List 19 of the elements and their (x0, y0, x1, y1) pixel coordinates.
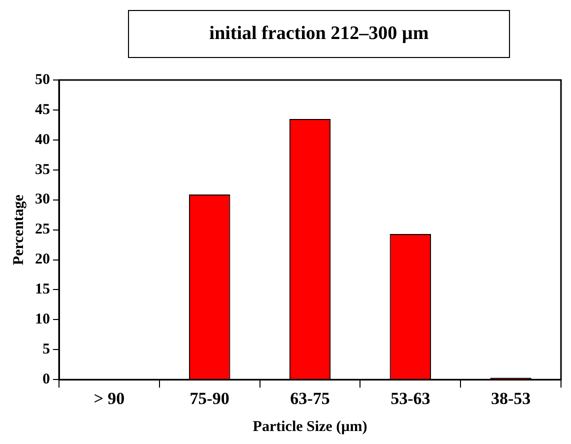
y-tick-label: 15 (35, 282, 50, 298)
y-tick-label: 50 (35, 72, 50, 88)
y-tick-label: 45 (35, 102, 50, 118)
y-tick-label: 40 (35, 132, 50, 148)
y-tick-label: 20 (35, 252, 50, 268)
y-axis-title: Percentage (10, 194, 27, 266)
y-tick-label: 5 (42, 342, 50, 358)
x-tick-label: 53-63 (390, 389, 430, 408)
x-tick-label: > 90 (94, 389, 125, 408)
chart-title: initial fraction 212–300 µm (128, 10, 510, 58)
y-tick-label: 25 (35, 222, 50, 238)
x-tick-label: 75-90 (190, 389, 230, 408)
y-tick-label: 10 (35, 312, 50, 328)
x-axis-title: Particle Size (µm) (252, 418, 368, 435)
y-tick-label: 35 (35, 162, 50, 178)
y-tick-label: 0 (42, 371, 50, 388)
x-tick-label: 63-75 (290, 389, 330, 408)
x-tick-label: 38-53 (490, 389, 531, 408)
y-tick-label: 30 (35, 192, 50, 208)
